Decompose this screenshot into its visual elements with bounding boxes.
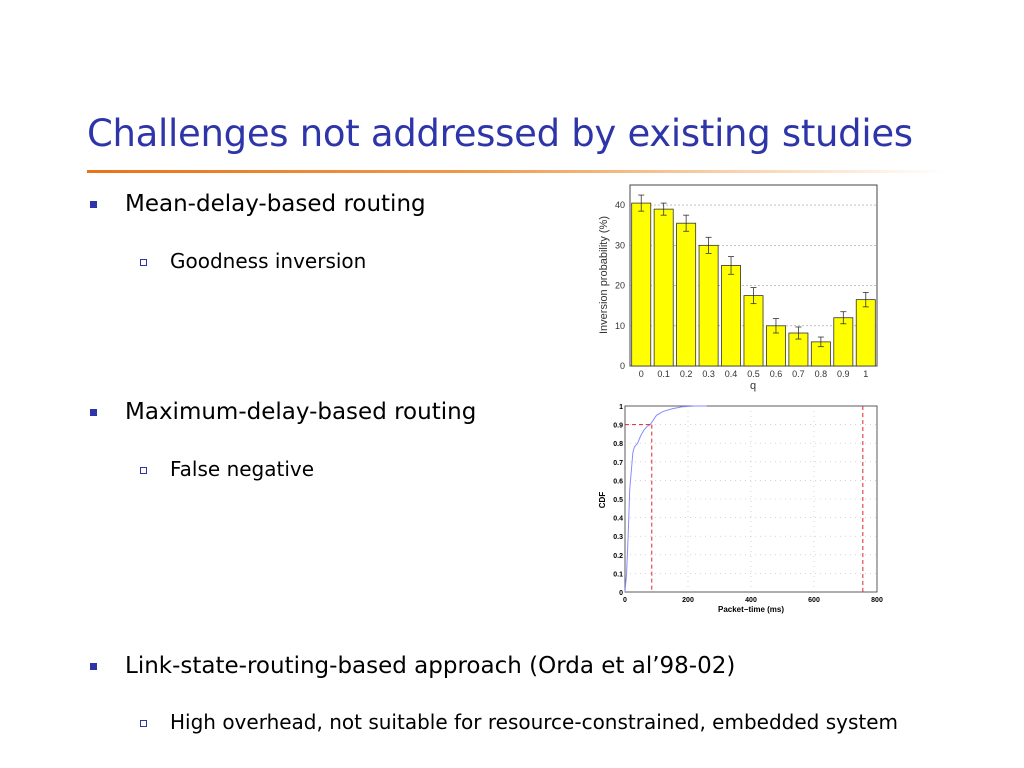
- chart2-ytick-label: 0.8: [613, 441, 623, 448]
- hollow-square-bullet-icon: [140, 259, 147, 266]
- chart2-xtick-label: 400: [745, 597, 757, 604]
- chart1-xtick-label: 0.8: [815, 369, 828, 379]
- chart1-xtick-label: 0.9: [837, 369, 850, 379]
- chart2-ytick-label: 0.9: [613, 423, 623, 430]
- chart2-xtick-label: 800: [871, 597, 883, 604]
- chart1-bar: [698, 244, 719, 367]
- chart1-ytick-label: 10: [615, 321, 625, 331]
- chart2-ytick-label: 0.2: [613, 553, 623, 560]
- chart1-xtick-label: 0.1: [657, 369, 670, 379]
- chart1-bar: [743, 295, 764, 367]
- chart2-ytick-label: 0.4: [613, 516, 623, 523]
- chart1-xtick-label: 0.6: [770, 369, 783, 379]
- sub-bullet-text: High overhead, not suitable for resource…: [170, 710, 899, 734]
- chart2-xlabel: Packet−time (ms): [718, 605, 784, 614]
- hollow-square-bullet-icon: [140, 720, 147, 727]
- chart2-ytick-label: 0.7: [613, 460, 623, 467]
- sub-bullet-text: Goodness inversion: [170, 249, 367, 273]
- chart1-ytick-label: 20: [615, 281, 625, 291]
- square-bullet-icon: [90, 663, 97, 670]
- bullet-text: Mean-delay-based routing: [125, 191, 426, 217]
- chart1-xtick-label: 0.3: [702, 369, 715, 379]
- chart1-ytick-label: 40: [615, 200, 625, 210]
- inversion-probability-bar-chart: Inversion probability (%) q 0 10 20 30 40 0 0.…: [598, 184, 878, 392]
- hollow-square-bullet-icon: [140, 467, 147, 474]
- sub-bullet-text: False negative: [170, 457, 315, 481]
- chart2-xtick-label: 200: [682, 597, 694, 604]
- chart2-ytick-label: 0.6: [613, 478, 623, 485]
- chart2-ytick-label: 1: [619, 404, 623, 411]
- chart1-xtick-label: 0: [639, 369, 644, 379]
- chart2-ylabel: CDF: [598, 492, 607, 509]
- chart1-xtick-label: 0.4: [725, 369, 738, 379]
- chart1-xtick-label: 0.5: [747, 369, 760, 379]
- chart2-xtick-label: 600: [808, 597, 820, 604]
- chart2-cdf-line: [624, 405, 707, 593]
- chart2-ytick-label: 0.3: [613, 534, 623, 541]
- chart1-xtick-label: 0.7: [792, 369, 805, 379]
- chart1-bar: [721, 265, 741, 367]
- slide-title: Challenges not addressed by existing stu…: [87, 112, 913, 155]
- square-bullet-icon: [90, 409, 97, 416]
- chart1-bar: [631, 202, 652, 367]
- chart1-bar: [653, 208, 674, 367]
- chart1-xtick-label: 1: [863, 369, 868, 379]
- chart2-ytick-label: 0.1: [613, 571, 623, 578]
- chart1-xtick-label: 0.2: [680, 369, 693, 379]
- chart2-xtick-label: 0: [623, 597, 627, 604]
- chart1-xlabel: q: [750, 380, 756, 392]
- bullet-text: Link-state-routing-based approach (Orda …: [125, 653, 736, 679]
- title-underline: [87, 170, 947, 173]
- square-bullet-icon: [90, 201, 97, 208]
- bullet-text: Maximum-delay-based routing: [125, 399, 477, 425]
- packet-time-cdf-chart: CDF Packet−time (ms) 0 0.1 0.2 0.3 0.4 0.5 0.6…: [598, 404, 883, 614]
- chart2-ytick-label: 0.5: [613, 497, 623, 504]
- chart1-ytick-label: 0: [620, 361, 625, 371]
- chart1-bar: [855, 299, 876, 367]
- chart1-bar: [676, 222, 697, 367]
- chart1-bar: [833, 317, 854, 367]
- chart1-ylabel: Inversion probability (%): [598, 216, 610, 334]
- chart1-ytick-label: 30: [615, 240, 625, 250]
- chart2-ytick-label: 0: [619, 590, 623, 597]
